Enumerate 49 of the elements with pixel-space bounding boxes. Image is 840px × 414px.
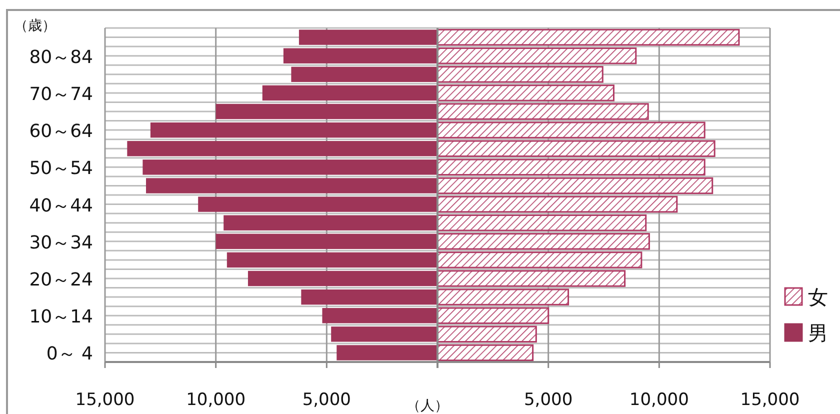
bar — [436, 214, 647, 232]
bar — [216, 234, 438, 249]
bar — [436, 140, 716, 157]
x-tick-label: 10,000 — [186, 390, 246, 410]
y-axis-title: （歳） — [14, 18, 56, 34]
x-tick-label: 10,000 — [629, 390, 689, 410]
y-tick-label: 80～84 — [29, 46, 93, 68]
y-tick-label: 70～74 — [29, 84, 93, 105]
x-axis-title: （人） — [406, 398, 448, 414]
x-tick-label: 15,000 — [740, 390, 800, 410]
y-tick-label: 40～44 — [29, 195, 93, 216]
bar — [142, 160, 438, 175]
bar — [150, 122, 438, 138]
bar — [301, 289, 438, 305]
bar — [436, 158, 706, 176]
bar — [322, 308, 438, 324]
bar — [436, 307, 550, 324]
bar — [127, 141, 438, 156]
legend-label: 男 — [808, 321, 828, 345]
y-tick-label: 60～64 — [29, 121, 93, 142]
bar — [291, 66, 438, 82]
bar — [436, 196, 678, 213]
bar — [298, 30, 438, 45]
x-tick-label: 15,000 — [75, 390, 135, 410]
bar — [331, 326, 438, 342]
legend-label: 女 — [808, 285, 828, 309]
bar — [436, 344, 534, 362]
y-tick-label: 20～24 — [29, 270, 93, 290]
y-tick-label: 30～34 — [29, 232, 93, 254]
bar — [436, 326, 537, 343]
bar — [336, 345, 438, 360]
bar — [262, 85, 438, 101]
bar — [226, 252, 438, 268]
x-tick-label: 5,000 — [524, 390, 573, 410]
bar — [436, 233, 650, 250]
bar — [216, 104, 438, 120]
bar — [436, 177, 714, 194]
x-tick-label: 5,000 — [302, 390, 352, 410]
bar — [224, 215, 438, 230]
bar — [283, 48, 438, 64]
y-tick-label: 50～54 — [29, 158, 93, 180]
bar — [248, 270, 438, 286]
y-tick-label: 10～14 — [29, 306, 93, 328]
bar — [436, 28, 740, 46]
bar — [198, 196, 438, 212]
bar — [436, 47, 637, 64]
bar — [146, 178, 438, 194]
bar — [436, 66, 604, 83]
y-tick-label: 0～ 4 — [46, 344, 93, 365]
